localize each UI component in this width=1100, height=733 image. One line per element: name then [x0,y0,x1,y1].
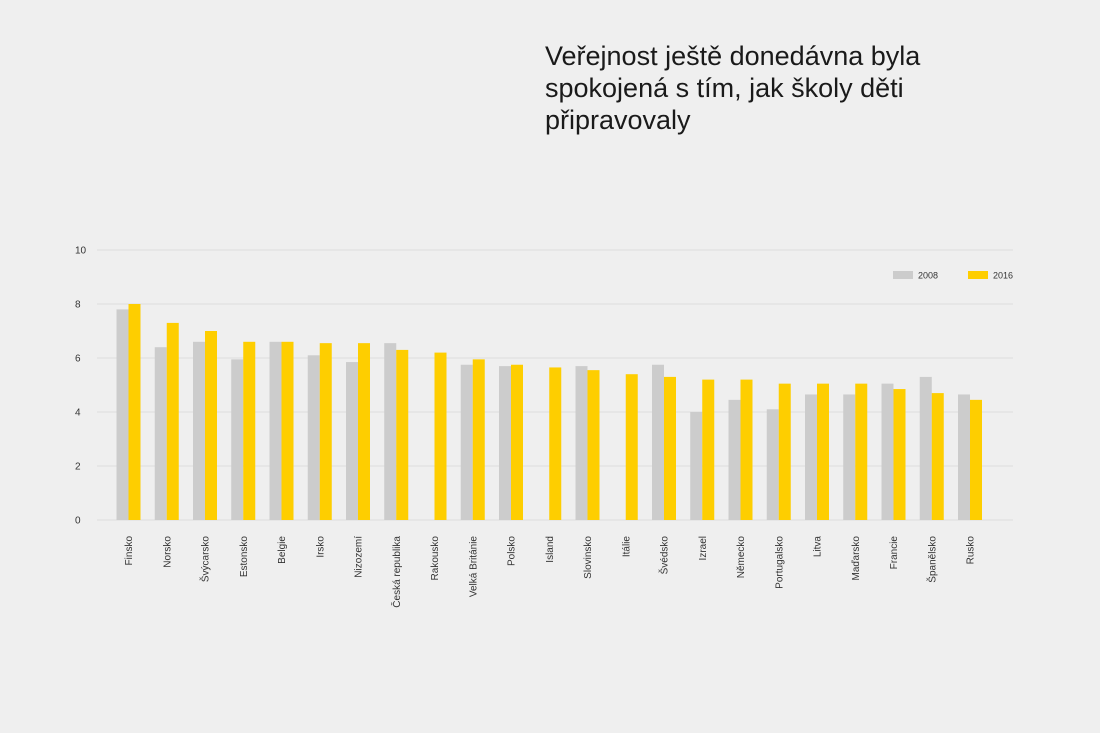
bar-2016-1 [166,322,179,520]
legend-swatch-2008 [893,271,913,279]
bar-2016-14 [664,376,676,520]
legend: 2008 2016 [893,271,1013,281]
x-tick-label: Španělsko [925,536,938,583]
x-tick-label: Francie [889,536,900,570]
bar-2008-20 [881,383,894,520]
x-tick-label: Německo [736,536,747,579]
x-tick-label: Litva [813,536,824,558]
bar-2016-6 [358,343,370,520]
y-tick-label: 6 [75,354,81,365]
x-tick-label: Irsko [315,536,326,558]
bar-2016-4 [281,341,294,520]
bar-2008-22 [958,394,970,520]
x-tick-label: Rusko [966,536,977,565]
bar-2016-18 [817,383,829,520]
bar-2008-15 [690,412,703,520]
bar-2016-11 [549,367,562,520]
y-tick-label: 8 [75,300,81,311]
x-tick-label: Maďarsko [851,536,862,581]
bar-2008-12 [575,366,588,520]
bar-2008-0 [116,309,129,520]
bar-2016-12 [587,370,600,520]
x-tick-label: Rakousko [430,536,441,581]
bar-2008-21 [919,376,932,520]
bar-2008-16 [728,399,741,520]
bar-2008-4 [269,341,282,520]
bar-2016-22 [970,399,982,520]
y-tick-label: 10 [75,246,87,257]
x-tick-label: Česká republika [390,536,403,608]
bar-2008-1 [154,347,167,520]
bar-2016-17 [778,383,791,520]
x-tick-label: Nizozemí [354,536,365,578]
bar-2016-13 [625,374,638,520]
x-tick-label: Belgie [277,536,288,564]
bar-2016-20 [893,389,906,520]
x-tick-label: Itálie [621,536,632,558]
legend-swatch-2016 [968,271,988,279]
bar-2016-21 [931,393,944,520]
legend-label: 2016 [993,271,1013,281]
bar-2008-6 [346,362,358,520]
bar-2008-14 [652,364,664,520]
bar-2008-17 [766,409,779,520]
x-tick-label: Island [545,536,556,563]
x-tick-label: Slovinsko [583,536,594,579]
x-tick-label: Portugalsko [774,536,785,589]
y-axis-ticks: 0 2 4 6 8 10 [75,246,87,527]
bar-2008-19 [843,394,856,520]
bar-2016-3 [243,341,256,520]
y-tick-label: 0 [75,516,81,527]
bar-2008-3 [231,359,244,520]
y-tick-label: 2 [75,462,81,473]
bar-2016-9 [472,359,485,520]
x-tick-label: Finsko [124,536,135,566]
bar-2016-16 [740,379,753,520]
bar-2008-10 [499,366,511,520]
bar-2016-5 [319,343,332,520]
x-tick-label: Izrael [698,536,709,560]
x-tick-label: Švédsko [658,536,671,575]
bar-2016-15 [702,379,715,520]
x-tick-label: Polsko [507,536,518,566]
y-tick-label: 4 [75,408,81,419]
bar-2016-0 [128,304,141,520]
chart-title: Veřejnost ještě donedávna byla spokojená… [545,41,921,135]
bar-2016-19 [855,383,868,520]
bar-2008-9 [460,364,473,520]
x-tick-label: Velká Británie [468,536,479,598]
bars [116,304,982,520]
x-axis-ticks: Finsko Norsko Švýcarsko Estonsko Belgie Irsko… [124,536,977,608]
bar-2008-18 [805,394,817,520]
bar-2008-2 [193,341,205,520]
x-tick-label: Norsko [162,536,173,568]
bar-2016-7 [396,349,409,520]
x-tick-label: Švýcarsko [199,536,212,583]
bar-2016-10 [511,364,523,520]
bar-2016-8 [434,352,447,520]
bar-2008-7 [384,343,397,520]
legend-label: 2008 [918,271,938,281]
x-tick-label: Estonsko [239,536,250,578]
bar-2008-5 [307,355,320,520]
bar-2016-2 [205,331,217,520]
